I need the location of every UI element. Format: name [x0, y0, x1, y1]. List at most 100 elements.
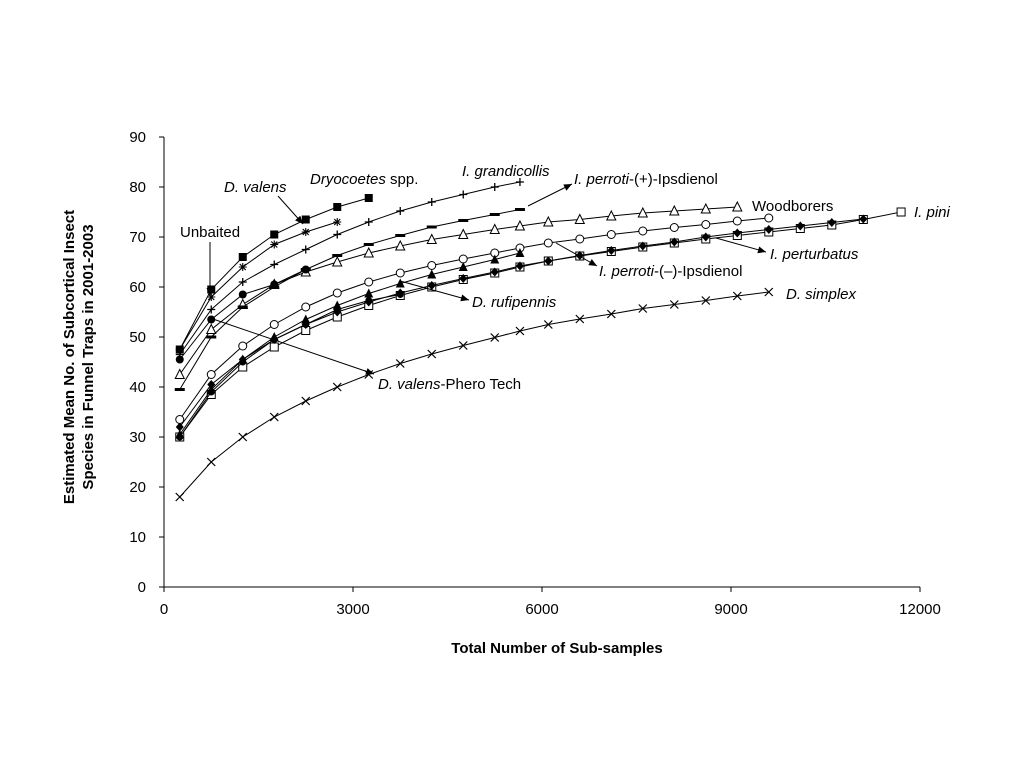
series	[175, 265, 310, 364]
series-label: Unbaited	[180, 224, 240, 241]
x-tick-label: 0	[160, 601, 168, 618]
data-point	[668, 204, 680, 216]
data-point	[333, 218, 342, 226]
data-point	[796, 221, 805, 231]
data-point	[237, 305, 248, 309]
data-point	[575, 234, 585, 244]
series	[175, 194, 373, 354]
data-point	[670, 237, 679, 247]
data-point	[605, 209, 617, 221]
x-tick-label: 12000	[899, 601, 941, 618]
label-arrow	[277, 195, 304, 225]
data-point	[732, 291, 742, 301]
label-arrow-head	[563, 184, 572, 191]
series-label: D. valens-Phero Tech	[378, 376, 521, 393]
series-label-part: D. valens	[378, 376, 441, 393]
data-point	[395, 268, 405, 278]
data-point	[238, 341, 248, 351]
data-point	[238, 263, 247, 271]
data-point	[701, 232, 710, 242]
data-point	[544, 256, 553, 266]
data-point	[575, 314, 585, 324]
series-label: I. perroti-(–)-Ipsdienol	[599, 263, 742, 280]
series	[174, 208, 525, 391]
series-line	[179, 181, 521, 355]
data-point	[207, 388, 215, 396]
data-point	[514, 208, 525, 211]
y-tick-label: 70	[129, 229, 146, 246]
data-point	[301, 396, 311, 406]
data-point	[896, 207, 906, 217]
data-point	[331, 255, 343, 267]
x-tick-label: 6000	[525, 601, 558, 618]
data-point	[637, 206, 649, 218]
series	[175, 178, 524, 359]
label-arrow-head	[365, 368, 374, 375]
axes: 0 3000 6000 9000 12000 0 10 20 30 40 50 60 70 80 90	[129, 129, 941, 618]
series-label-part: I. pini	[914, 204, 951, 221]
series-label: I. perturbatus	[770, 246, 859, 263]
data-point	[364, 277, 374, 287]
series-line	[179, 217, 769, 420]
data-point	[458, 219, 469, 222]
data-point	[542, 215, 554, 227]
label-arrow-line	[715, 237, 767, 253]
data-point	[514, 219, 526, 231]
data-point	[638, 241, 647, 251]
label-arrow-line	[209, 317, 375, 375]
label-arrow-line	[399, 280, 470, 301]
data-point	[764, 213, 774, 223]
series-label-part: -Phero Tech	[441, 376, 522, 393]
series-label-part: I. perroti	[599, 263, 655, 280]
data-point	[395, 359, 405, 368]
data-point	[489, 223, 501, 234]
data-point	[700, 202, 712, 214]
label-arrow-head	[460, 294, 469, 302]
data-point	[459, 274, 468, 283]
data-point	[269, 320, 279, 329]
series-label-part: Unbaited	[180, 224, 240, 241]
series-labels: Unbaited D. valens Dryocoetes spp. I. grand…	[180, 163, 951, 393]
data-point	[301, 314, 311, 324]
series-label: Dryocoetes spp.	[310, 171, 418, 188]
series-label-part: D. rufipennis	[472, 294, 557, 311]
data-point	[269, 412, 279, 422]
data-point	[301, 228, 310, 236]
series-label-part: I. perturbatus	[770, 246, 859, 263]
data-point	[270, 240, 279, 249]
label-arrow	[209, 317, 375, 375]
data-point	[207, 305, 216, 314]
data-point	[364, 194, 373, 202]
data-point	[701, 296, 711, 305]
y-tick-label: 80	[129, 179, 146, 196]
data-point	[394, 239, 406, 251]
series-label-part: Woodborers	[752, 198, 833, 215]
series-line	[179, 221, 338, 350]
data-point	[239, 358, 247, 366]
data-point	[364, 288, 374, 298]
label-arrow-head	[206, 288, 214, 296]
data-point	[669, 223, 679, 232]
y-tick-label: 10	[129, 529, 146, 546]
series-label-part: D. valens	[224, 179, 287, 196]
data-point	[333, 230, 342, 239]
data-point	[174, 388, 185, 391]
series-label: D. valens	[224, 179, 287, 196]
x-axis-title: Total Number of Sub-samples	[451, 640, 662, 657]
data-point	[427, 281, 436, 290]
data-point	[607, 246, 616, 255]
x-tick-label: 9000	[714, 601, 747, 618]
label-arrow-line	[527, 183, 573, 207]
data-point	[732, 216, 742, 226]
data-point	[764, 287, 774, 297]
data-point	[396, 291, 404, 298]
y-tick-label: 90	[129, 129, 146, 146]
data-point	[332, 254, 343, 257]
data-point	[363, 243, 374, 246]
series-line	[179, 206, 738, 375]
data-point	[176, 433, 184, 441]
data-point	[426, 233, 438, 244]
label-arrow-head	[757, 246, 766, 254]
data-point	[332, 288, 342, 298]
